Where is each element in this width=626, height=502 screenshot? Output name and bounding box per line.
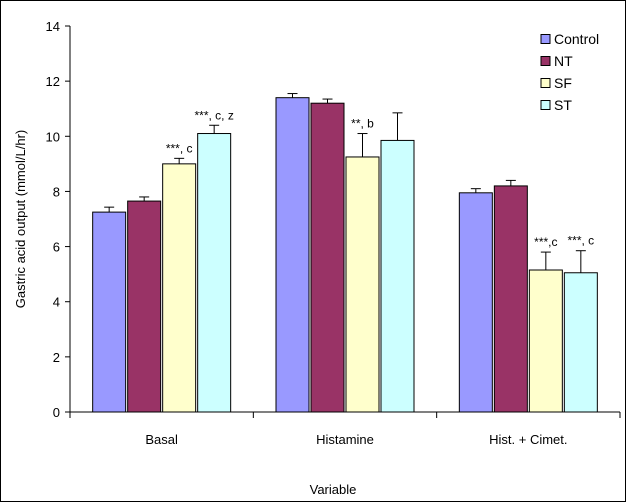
significance-annotation: ***,c (534, 235, 557, 249)
legend-label-control: Control (554, 31, 599, 47)
legend-swatch-nt (540, 56, 551, 66)
y-tick-label: 12 (46, 74, 60, 89)
bars-layer (92, 97, 598, 413)
bar-st-1 (380, 139, 415, 413)
bar-sf-0 (162, 163, 197, 413)
legend-swatch-control (540, 34, 551, 44)
y-tick-label: 8 (53, 184, 60, 199)
significance-annotation: ***, c (567, 234, 594, 248)
significance-annotation: ***, c, z (194, 108, 233, 122)
bar-nt-2 (493, 185, 528, 413)
bar-control-2 (458, 192, 493, 413)
legend-label-st: ST (554, 97, 572, 113)
bar-sf-2 (528, 269, 563, 413)
x-axis-title: Variable (310, 482, 357, 497)
bar-control-1 (275, 97, 310, 413)
legend-label-nt: NT (554, 53, 573, 69)
x-tick-label: Basal (145, 432, 178, 447)
bar-nt-0 (127, 200, 162, 413)
axes-layer: 0 2 4 6 8 10 12 14 Basal Histamine Hist. + Cimet. V… (13, 19, 621, 497)
significance-annotation: **, b (351, 117, 374, 131)
x-tick-label: Hist. + Cimet. (489, 432, 567, 447)
bar-sf-1 (345, 156, 380, 413)
bar-control-0 (92, 211, 127, 413)
y-tick-label: 10 (46, 129, 60, 144)
significance-annotation: ***, c (166, 141, 193, 155)
y-tick-label: 0 (53, 405, 60, 420)
bar-nt-1 (310, 102, 345, 413)
bar-st-2 (563, 272, 598, 413)
error-bars-layer (104, 93, 586, 273)
annotations-layer: ***, c ***, c, z **, b ***,c ***, c (166, 108, 594, 249)
x-tick-label: Histamine (316, 432, 374, 447)
y-tick-label: 2 (53, 350, 60, 365)
bar-st-0 (197, 133, 232, 413)
y-axis-title: Gastric acid output (mmol/L/hr) (13, 130, 28, 308)
legend: Control NT SF ST (540, 31, 599, 113)
y-tick-label: 4 (53, 295, 60, 310)
legend-label-sf: SF (554, 75, 572, 91)
y-tick-label: 14 (46, 19, 60, 34)
legend-swatch-st (540, 100, 551, 110)
y-tick-label: 6 (53, 240, 60, 255)
legend-swatch-sf (540, 78, 551, 88)
